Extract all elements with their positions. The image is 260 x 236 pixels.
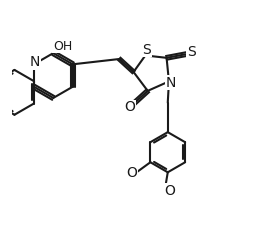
Text: O: O [125, 100, 135, 114]
Text: S: S [187, 45, 196, 59]
Text: O: O [126, 166, 137, 180]
Text: N: N [30, 55, 40, 69]
Text: OH: OH [53, 39, 72, 53]
Text: O: O [165, 184, 176, 198]
Text: N: N [166, 76, 177, 90]
Text: S: S [142, 42, 151, 57]
